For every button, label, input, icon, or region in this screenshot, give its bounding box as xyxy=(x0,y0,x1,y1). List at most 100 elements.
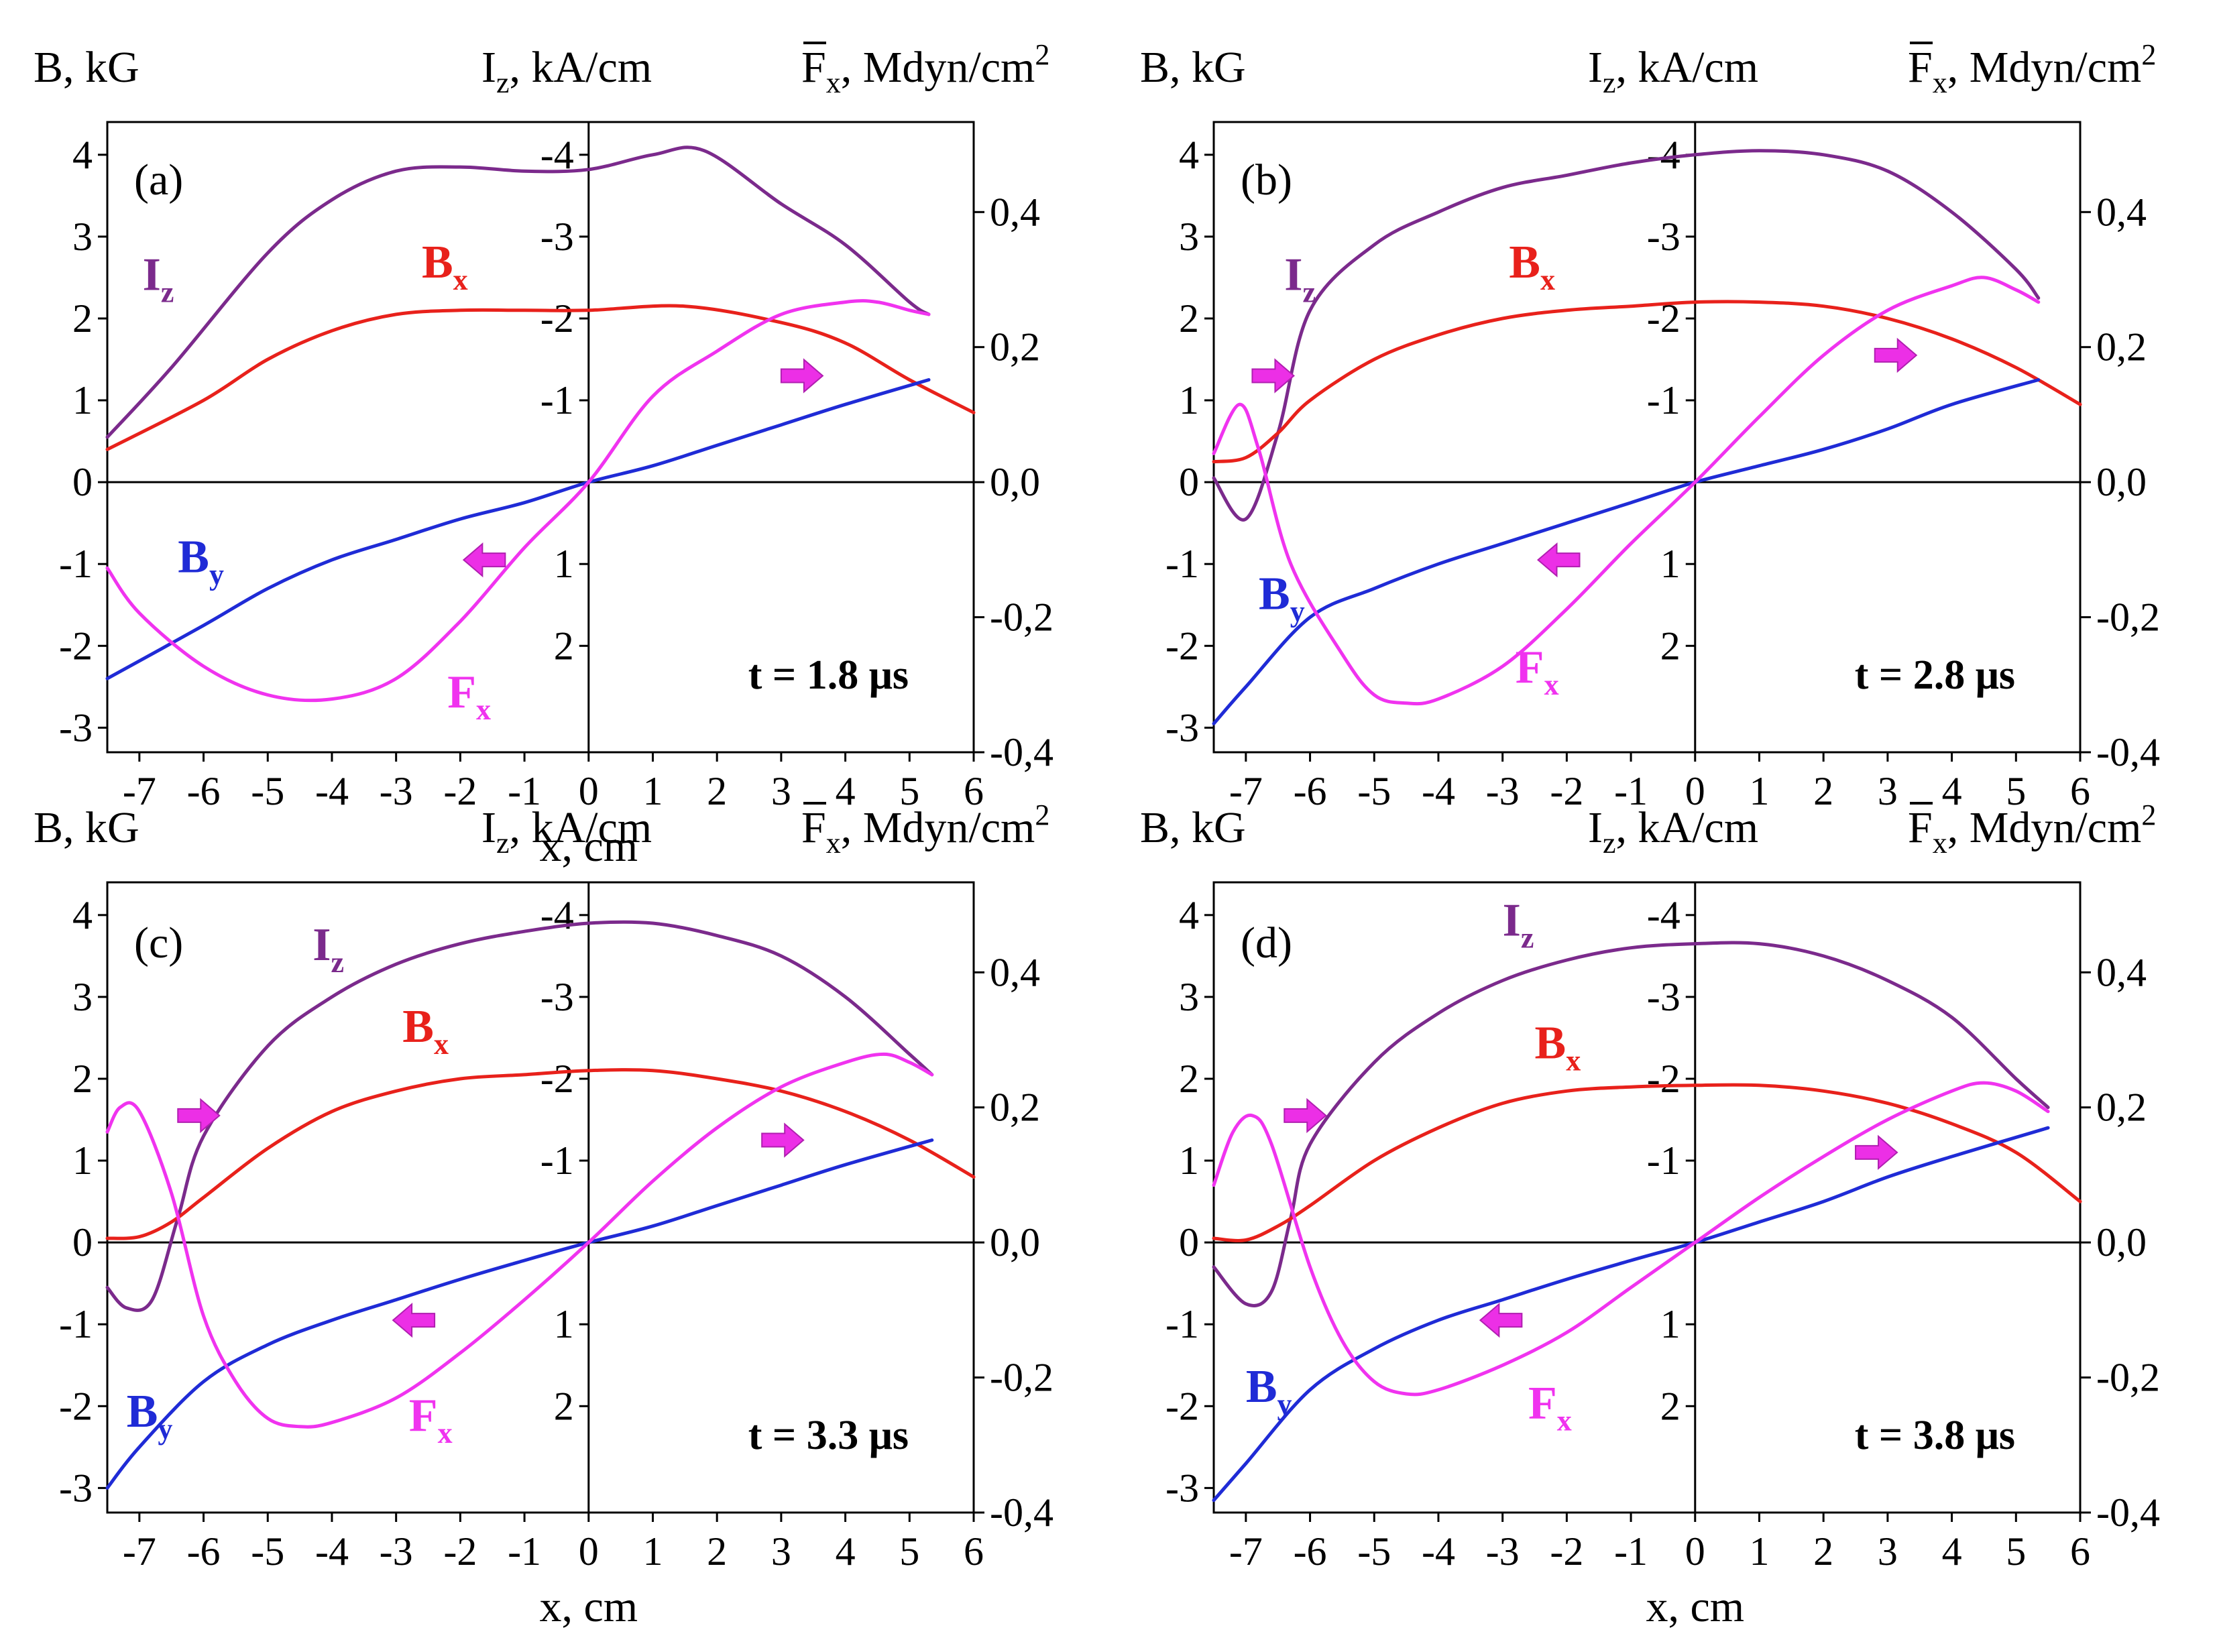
x-tick-label: 0 xyxy=(579,769,599,813)
right-tick-label: 0,0 xyxy=(2096,460,2147,504)
x-tick-label: 1 xyxy=(642,769,663,813)
series-By xyxy=(1212,1126,2050,1502)
inner-tick-label: -1 xyxy=(540,1138,574,1183)
right-tick-label: -0,4 xyxy=(2096,1490,2160,1535)
left-tick-label: 3 xyxy=(72,975,93,1019)
x-tick-label: 3 xyxy=(1878,1529,1898,1574)
left-tick-label: 3 xyxy=(1179,215,1199,259)
inner-tick-label: 2 xyxy=(1660,624,1681,668)
x-tick-label: 4 xyxy=(836,769,856,813)
x-tick-label: -3 xyxy=(1486,1529,1520,1574)
x-tick-label: 0 xyxy=(1685,769,1705,813)
x-axis-title: x, cm xyxy=(539,822,638,871)
inner-axis-title: Iz, kA/cm xyxy=(481,43,652,99)
left-tick-label: 4 xyxy=(1179,133,1199,177)
label-Iz: Iz xyxy=(1284,249,1316,308)
label-Iz: Iz xyxy=(143,249,174,308)
x-tick-label: 6 xyxy=(2070,1529,2090,1574)
x-tick-label: -4 xyxy=(315,769,349,813)
x-tick-label: 5 xyxy=(2006,1529,2026,1574)
left-tick-label: -1 xyxy=(1165,1302,1199,1346)
label-Fx: Fx xyxy=(1516,642,1559,701)
label-By: By xyxy=(1259,568,1305,628)
arrow-right-icon xyxy=(177,1098,221,1134)
inner-axis-title: Iz, kA/cm xyxy=(481,803,652,860)
left-tick-label: -2 xyxy=(1165,624,1199,668)
label-Bx: Bx xyxy=(1509,237,1555,296)
x-tick-label: -1 xyxy=(1614,1529,1648,1574)
left-tick-label: -2 xyxy=(59,1384,93,1428)
left-tick-label: 2 xyxy=(1179,296,1199,341)
arrow-right-icon xyxy=(761,1122,805,1158)
left-axis-title: B, kG xyxy=(1140,803,1246,852)
label-By: By xyxy=(178,531,224,591)
inner-tick-label: -3 xyxy=(540,215,574,259)
right-tick-label: 0,0 xyxy=(990,1220,1040,1264)
x-tick-label: 1 xyxy=(642,1529,663,1574)
left-tick-label: -2 xyxy=(59,624,93,668)
x-tick-label: -4 xyxy=(1422,1529,1455,1574)
label-By: By xyxy=(127,1386,173,1446)
right-tick-label: 0,2 xyxy=(2096,325,2147,369)
left-tick-label: 3 xyxy=(72,215,93,259)
x-tick-label: 3 xyxy=(1878,769,1898,813)
x-tick-label: -3 xyxy=(380,769,413,813)
inner-tick-label: -4 xyxy=(1647,893,1681,937)
inner-tick-label: -3 xyxy=(1647,215,1681,259)
right-tick-label: -0,2 xyxy=(2096,1356,2160,1400)
right-tick-label: -0,4 xyxy=(990,1490,1053,1535)
panel-c: 43210-1-2-3-4-3-2-1120,40,20,0-0,2-0,4-7… xyxy=(34,799,1053,1631)
label-Fx: Fx xyxy=(1528,1378,1572,1437)
x-tick-label: 5 xyxy=(899,769,919,813)
right-tick-label: -0,4 xyxy=(2096,730,2160,774)
x-tick-label: -1 xyxy=(1614,769,1648,813)
panel-label: (b) xyxy=(1241,156,1292,204)
panel-label: (d) xyxy=(1241,919,1292,967)
inner-axis-title: Iz, kA/cm xyxy=(1588,43,1758,99)
x-tick-label: 6 xyxy=(2070,769,2090,813)
plot-frame xyxy=(106,881,975,1514)
left-tick-label: -3 xyxy=(59,1466,93,1510)
right-tick-label: 0,4 xyxy=(2096,190,2147,234)
left-tick-label: 0 xyxy=(72,460,93,504)
right-tick-label: 0,4 xyxy=(2096,950,2147,994)
inner-tick-label: 1 xyxy=(554,542,574,586)
inner-tick-label: -1 xyxy=(1647,1138,1681,1183)
x-tick-label: -2 xyxy=(443,769,477,813)
inner-tick-label: -2 xyxy=(1647,1057,1681,1101)
series-Fx xyxy=(1212,276,2041,706)
left-tick-label: 4 xyxy=(1179,893,1199,937)
inner-tick-label: 1 xyxy=(1660,542,1681,586)
series-By xyxy=(105,1138,934,1490)
x-tick-label: -1 xyxy=(508,769,541,813)
left-tick-label: 3 xyxy=(1179,975,1199,1019)
arrow-right-icon xyxy=(1251,358,1295,394)
series-Iz xyxy=(105,920,934,1312)
arrow-right-icon xyxy=(780,358,824,394)
time-label: t = 1.8 μs xyxy=(748,652,909,698)
left-tick-label: -2 xyxy=(1165,1384,1199,1428)
x-tick-label: -7 xyxy=(123,1529,156,1574)
series-Fx xyxy=(1212,1081,2050,1397)
left-tick-label: 1 xyxy=(1179,378,1199,422)
time-label: t = 3.8 μs xyxy=(1855,1413,2015,1458)
plot-frame xyxy=(1212,881,2082,1514)
x-tick-label: 6 xyxy=(964,1529,984,1574)
x-tick-label: -5 xyxy=(1357,769,1391,813)
series-By xyxy=(1212,378,2041,725)
inner-tick-label: -3 xyxy=(1647,975,1681,1019)
left-axis-title: B, kG xyxy=(34,43,139,92)
x-tick-label: 1 xyxy=(1749,769,1769,813)
label-Iz: Iz xyxy=(312,919,344,979)
inner-tick-label: -3 xyxy=(540,975,574,1019)
panel-b: 43210-1-2-3-4-3-2-1120,40,20,0-0,2-0,4-7… xyxy=(1140,38,2160,813)
left-tick-label: 2 xyxy=(1179,1057,1199,1101)
time-label: t = 2.8 μs xyxy=(1855,652,2015,698)
x-tick-label: -4 xyxy=(315,1529,349,1574)
x-tick-label: -2 xyxy=(1550,1529,1583,1574)
right-tick-label: -0,4 xyxy=(990,730,1053,774)
inner-axis-title: Iz, kA/cm xyxy=(1588,803,1758,860)
series-Iz xyxy=(1212,149,2041,522)
panel-a: 43210-1-2-3-4-3-2-1120,40,20,0-0,2-0,4-7… xyxy=(34,38,1053,871)
